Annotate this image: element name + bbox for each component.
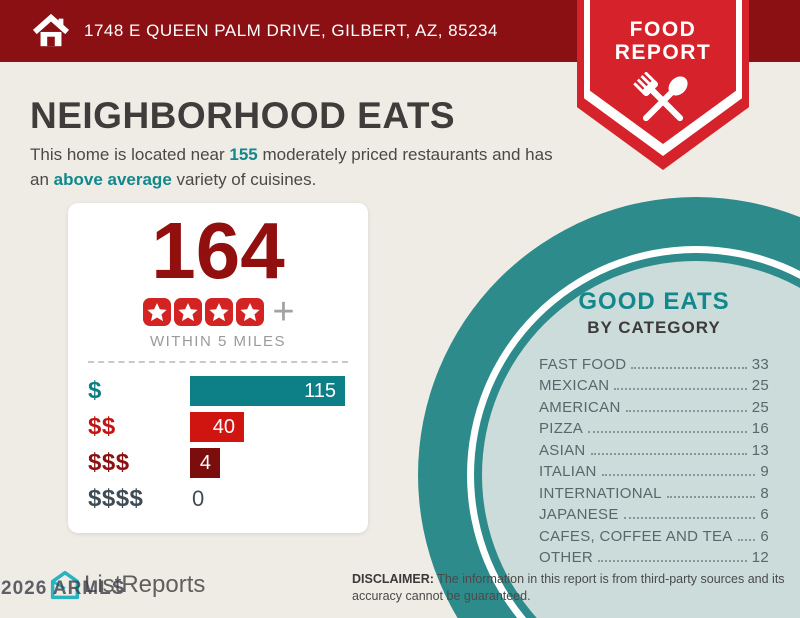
plus-icon: + — [272, 291, 295, 333]
house-logo-icon — [50, 570, 80, 600]
category-label: MEXICAN — [539, 377, 610, 394]
category-label: JAPANESE — [539, 506, 619, 523]
category-value: 6 — [760, 527, 769, 545]
variety-highlight: above average — [53, 169, 172, 189]
dotted-leader — [598, 560, 747, 562]
price-tier-row: $$$ 4 — [88, 448, 348, 478]
disclaimer-line2: accuracy cannot be guaranteed. — [352, 588, 531, 603]
category-row: ITALIAN 9 — [539, 459, 769, 480]
price-tier-zero-value: 0 — [192, 486, 205, 511]
dotted-leader — [625, 409, 747, 412]
category-label: PIZZA — [539, 420, 584, 437]
category-row: ASIAN 13 — [539, 437, 769, 459]
dotted-leader — [737, 538, 756, 541]
category-row: OTHER 12 — [539, 545, 769, 566]
home-icon — [32, 13, 70, 47]
category-value: 25 — [751, 377, 769, 394]
disclaimer: DISCLAIMER: The information in this repo… — [352, 571, 792, 605]
price-tier-row: $115 — [88, 376, 348, 406]
category-label: INTERNATIONAL — [539, 484, 662, 502]
badge-title-line2: REPORT — [614, 41, 712, 65]
category-value: 12 — [751, 549, 769, 566]
price-tier-bar: 40 — [190, 412, 244, 442]
star-rating: + — [88, 291, 348, 333]
category-value: 8 — [760, 484, 769, 502]
page-description: This home is located near 155 moderately… — [30, 143, 558, 192]
category-list: FAST FOOD 33 MEXICAN 25 AMERICAN 25 PIZZA 16 ASI… — [539, 351, 769, 567]
restaurant-count-highlight: 155 — [229, 145, 258, 164]
restaurant-stats-card: 164 + WITHIN 5 MILES $115 $$ 40 $$$ 4 $$$$ 0 — [68, 203, 368, 533]
restaurant-count: 164 — [151, 206, 285, 295]
page-title: NEIGHBORHOOD EATS — [30, 95, 456, 136]
food-report-badge: FOOD REPORT — [577, 0, 749, 170]
listreports-logo: ListReports — [50, 569, 205, 601]
property-address: 1748 E QUEEN PALM DRIVE, GILBERT, AZ, 85… — [84, 21, 498, 40]
category-label: AMERICAN — [539, 398, 621, 416]
crossed-utensils-icon — [633, 72, 688, 122]
star-icon — [235, 298, 264, 326]
price-tier-label: $ — [88, 377, 102, 404]
good-eats-panel: GOOD EATS BY CATEGORY FAST FOOD 33 MEXICAN… — [539, 288, 769, 566]
disclaimer-label: DISCLAIMER: — [352, 572, 434, 586]
dotted-leader — [601, 474, 756, 476]
dotted-leader — [631, 366, 747, 369]
category-value: 25 — [751, 398, 769, 416]
price-tier-bar: 115 — [190, 376, 345, 406]
mls-watermark: 2026 ARMLS — [1, 578, 126, 599]
desc-suffix: variety of cuisines. — [171, 169, 317, 189]
badge-core: FOOD REPORT — [590, 0, 736, 144]
disclaimer-text1: The information in this report is from t… — [433, 572, 785, 586]
category-value: 6 — [760, 506, 769, 523]
logo-text: ListReports — [84, 571, 206, 598]
good-eats-title: GOOD EATS — [578, 288, 730, 315]
star-icon — [204, 298, 233, 326]
category-value: 9 — [760, 463, 769, 480]
category-label: ASIAN — [539, 441, 586, 459]
category-label: OTHER — [539, 549, 593, 566]
desc-mid: moderately priced restaurants and has an — [30, 145, 553, 189]
category-value: 13 — [751, 441, 769, 459]
category-label: ITALIAN — [539, 463, 597, 480]
star-icon — [173, 298, 202, 326]
category-value: 16 — [751, 420, 769, 437]
category-row: CAFES, COFFEE AND TEA 6 — [539, 523, 769, 545]
category-row: FAST FOOD 33 — [539, 351, 769, 373]
category-value: 33 — [751, 355, 769, 373]
dotted-leader — [623, 517, 756, 519]
category-label: CAFES, COFFEE AND TEA — [539, 527, 733, 545]
dotted-leader — [590, 452, 747, 455]
category-row: MEXICAN 25 — [539, 373, 769, 394]
price-tier-row: $$$$ 0 — [88, 484, 348, 514]
star-icon — [142, 298, 171, 326]
price-tier-label: $$$ — [88, 449, 130, 476]
price-tier-row: $$ 40 — [88, 412, 348, 442]
dotted-leader — [614, 388, 747, 390]
price-tier-bar: 4 — [190, 448, 220, 478]
price-tier-label: $$ — [88, 413, 116, 440]
price-tier-label: $$$$ — [88, 485, 144, 512]
category-label: FAST FOOD — [539, 355, 627, 373]
good-eats-subtitle: BY CATEGORY — [587, 318, 721, 337]
category-row: INTERNATIONAL 8 — [539, 480, 769, 502]
price-tier-bar-chart: $115 $$ 40 $$$ 4 $$$$ 0 — [88, 376, 348, 514]
desc-prefix: This home is located near — [30, 145, 230, 164]
dotted-leader — [666, 495, 756, 498]
badge-title-line1: FOOD — [629, 18, 697, 41]
divider — [88, 361, 348, 363]
radius-label: WITHIN 5 MILES — [149, 333, 286, 350]
category-row: PIZZA 16 — [539, 416, 769, 437]
category-row: AMERICAN 25 — [539, 394, 769, 416]
dotted-leader — [588, 431, 747, 433]
category-row: JAPANESE 6 — [539, 502, 769, 523]
disclaimer-line1: DISCLAIMER: The information in this repo… — [352, 571, 792, 588]
